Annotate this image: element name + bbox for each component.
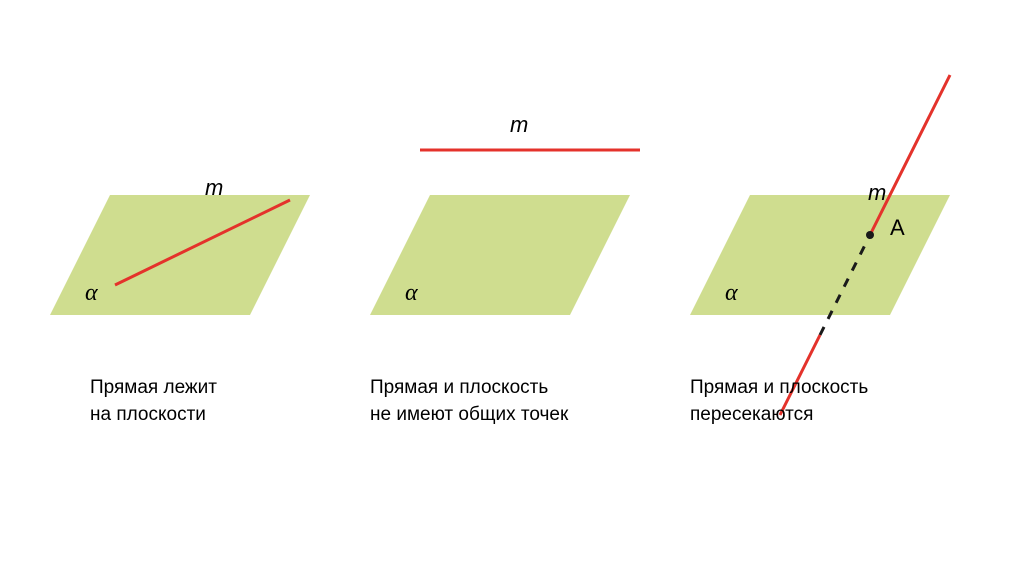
m-label-3: m xyxy=(868,180,886,206)
caption-2-line2: не имеют общих точек xyxy=(370,404,568,425)
caption-3: Прямая и плоскость пересекаются xyxy=(690,375,868,428)
caption-2: Прямая и плоскость не имеют общих точек xyxy=(370,375,568,428)
alpha-label-3: α xyxy=(725,280,738,307)
caption-2-line1: Прямая и плоскость xyxy=(370,377,548,398)
diagram-canvas: α m Прямая лежит на плоскости α m Прямая… xyxy=(0,0,1024,574)
caption-3-line1: Прямая и плоскость xyxy=(690,377,868,398)
diagram-svg xyxy=(0,0,1024,574)
point-a xyxy=(866,231,874,239)
m-label-2: m xyxy=(510,112,528,138)
alpha-label-1: α xyxy=(85,280,98,307)
point-a-label: A xyxy=(890,215,905,241)
caption-1-line1: Прямая лежит xyxy=(90,377,217,398)
caption-3-line2: пересекаются xyxy=(690,404,813,425)
caption-1-line2: на плоскости xyxy=(90,404,206,425)
caption-1: Прямая лежит на плоскости xyxy=(90,375,217,428)
alpha-label-2: α xyxy=(405,280,418,307)
m-label-1: m xyxy=(205,175,223,201)
